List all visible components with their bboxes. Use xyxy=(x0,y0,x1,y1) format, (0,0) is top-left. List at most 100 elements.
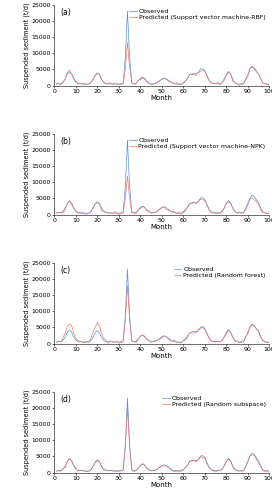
Observed xyxy=(55,339,58,345)
Legend: Observed, Predicted (Random forest): Observed, Predicted (Random forest) xyxy=(173,266,266,279)
Observed xyxy=(184,336,187,342)
Observed xyxy=(259,463,262,469)
Predicted (Random subspace) xyxy=(184,464,187,470)
Predicted (Random forest) xyxy=(268,339,271,345)
Predicted (Random forest) xyxy=(186,334,189,340)
Line: Observed: Observed xyxy=(57,269,269,342)
Predicted (Random subspace) xyxy=(104,467,108,473)
Observed xyxy=(253,323,256,329)
Predicted (Support vector machine-NPK) xyxy=(261,210,264,216)
Predicted (Support vector machine-NPK) xyxy=(268,210,271,216)
Predicted (Support vector machine-NPK) xyxy=(255,198,258,204)
Predicted (Random subspace) xyxy=(268,467,271,473)
Y-axis label: Suspended sediment (t/d): Suspended sediment (t/d) xyxy=(24,132,30,217)
Observed xyxy=(55,210,58,216)
Observed xyxy=(268,81,271,87)
Predicted (Random subspace) xyxy=(55,468,58,474)
Predicted (Random forest) xyxy=(126,282,129,288)
X-axis label: Month: Month xyxy=(151,96,173,102)
Observed xyxy=(253,452,256,458)
Observed xyxy=(104,468,108,473)
Observed xyxy=(265,339,269,345)
Observed xyxy=(167,206,170,212)
Predicted (Support vector machine-RBF) xyxy=(237,82,241,88)
Predicted (Support vector machine-NPK) xyxy=(96,200,99,205)
Observed xyxy=(268,468,271,474)
Observed xyxy=(184,464,187,470)
Legend: Observed, Predicted (Support vector machine-RBF): Observed, Predicted (Support vector mach… xyxy=(129,8,266,21)
Observed xyxy=(259,205,262,211)
Predicted (Random forest) xyxy=(261,337,264,343)
Predicted (Support vector machine-NPK) xyxy=(104,209,108,215)
Observed xyxy=(265,82,269,87)
Text: (a): (a) xyxy=(61,8,72,17)
Predicted (Random subspace) xyxy=(96,458,99,464)
Predicted (Support vector machine-NPK) xyxy=(169,208,172,214)
Predicted (Random subspace) xyxy=(255,456,258,462)
Predicted (Support vector machine-NPK) xyxy=(55,210,58,216)
Line: Observed: Observed xyxy=(57,398,269,471)
Line: Predicted (Support vector machine-NPK): Predicted (Support vector machine-NPK) xyxy=(57,176,269,214)
Predicted (Support vector machine-RBF) xyxy=(184,78,187,84)
Predicted (Support vector machine-RBF) xyxy=(255,69,258,75)
Predicted (Support vector machine-RBF) xyxy=(167,78,170,84)
Text: (d): (d) xyxy=(61,395,72,404)
Text: (b): (b) xyxy=(61,137,72,146)
Observed xyxy=(126,8,129,14)
Predicted (Random forest) xyxy=(104,337,108,343)
Observed xyxy=(268,339,271,345)
Observed xyxy=(167,77,170,83)
Line: Observed: Observed xyxy=(57,140,269,214)
Line: Observed: Observed xyxy=(57,11,269,85)
Predicted (Support vector machine-RBF) xyxy=(261,80,264,86)
X-axis label: Month: Month xyxy=(151,354,173,360)
Observed xyxy=(265,210,269,216)
Predicted (Random subspace) xyxy=(261,468,264,474)
Predicted (Support vector machine-NPK) xyxy=(126,173,129,179)
Predicted (Support vector machine-NPK) xyxy=(117,212,120,218)
Predicted (Random forest) xyxy=(96,320,99,326)
Observed xyxy=(268,210,271,216)
Observed xyxy=(96,199,99,205)
Observed xyxy=(184,206,187,212)
Legend: Observed, Predicted (Support vector machine-NPK): Observed, Predicted (Support vector mach… xyxy=(128,137,266,150)
Observed xyxy=(253,65,256,71)
Predicted (Support vector machine-RBF) xyxy=(55,80,58,86)
Observed xyxy=(55,468,58,474)
Observed xyxy=(167,335,170,341)
Predicted (Support vector machine-NPK) xyxy=(186,204,189,210)
Observed xyxy=(96,70,99,76)
Predicted (Random forest) xyxy=(55,340,58,346)
Predicted (Random subspace) xyxy=(214,469,217,475)
Predicted (Support vector machine-RBF) xyxy=(96,70,99,76)
Observed xyxy=(253,194,256,200)
Observed xyxy=(265,468,269,474)
Predicted (Random subspace) xyxy=(167,464,170,470)
Observed xyxy=(96,456,99,462)
Observed xyxy=(96,328,99,334)
Line: Predicted (Random subspace): Predicted (Random subspace) xyxy=(57,408,269,472)
Line: Predicted (Support vector machine-RBF): Predicted (Support vector machine-RBF) xyxy=(57,42,269,86)
Predicted (Random forest) xyxy=(169,338,172,344)
Predicted (Random forest) xyxy=(107,340,110,346)
Observed xyxy=(104,338,108,344)
Observed xyxy=(259,76,262,82)
Legend: Observed, Predicted (Random subspace): Observed, Predicted (Random subspace) xyxy=(162,395,266,408)
Predicted (Random subspace) xyxy=(126,404,129,410)
Line: Predicted (Random forest): Predicted (Random forest) xyxy=(57,286,269,344)
Observed xyxy=(104,81,108,87)
Y-axis label: Suspended sediment (t/d): Suspended sediment (t/d) xyxy=(24,2,30,88)
Observed xyxy=(126,395,129,401)
X-axis label: Month: Month xyxy=(151,482,173,488)
Observed xyxy=(184,78,187,84)
Predicted (Support vector machine-RBF) xyxy=(268,82,271,88)
Text: (c): (c) xyxy=(61,266,71,275)
Predicted (Random forest) xyxy=(255,326,258,332)
Y-axis label: Suspended sediment (t/d): Suspended sediment (t/d) xyxy=(24,390,30,475)
Predicted (Support vector machine-RBF) xyxy=(104,80,108,86)
X-axis label: Month: Month xyxy=(151,224,173,230)
Observed xyxy=(259,334,262,340)
Y-axis label: Suspended sediment (t/d): Suspended sediment (t/d) xyxy=(24,260,30,346)
Observed xyxy=(104,210,108,216)
Observed xyxy=(126,137,129,143)
